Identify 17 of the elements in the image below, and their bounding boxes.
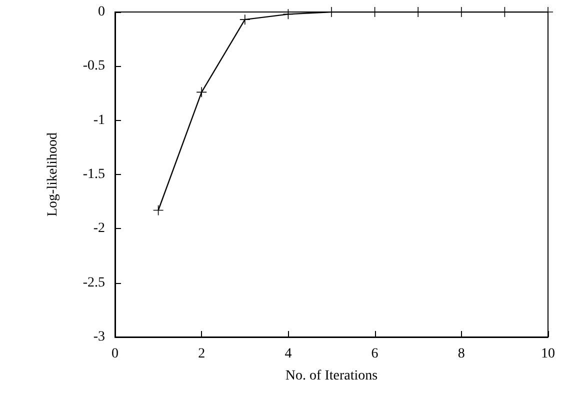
point [196,87,207,98]
x-axis-title: No. of Iterations [285,368,378,384]
point [240,14,250,25]
x-tick-label: 4 [284,346,292,362]
y-tick-label: 0 [98,4,105,20]
y-tick-label: -1.5 [82,167,105,182]
x-tick-label: 0 [112,346,118,362]
y-tick-label: -2.5 [82,275,105,290]
y-tick-label: -1 [93,112,105,128]
y-tick-label: -3 [93,330,105,344]
y-tick-label: -2 [93,221,105,236]
x-tick-label: 10 [541,346,555,362]
y-tick-label: -0.5 [82,58,105,74]
x-tick-label: 8 [458,346,465,362]
y-axis-title: Log-likelihood [46,132,60,216]
x-tick-label: 6 [371,346,378,362]
x-tick-label: 2 [198,346,206,362]
